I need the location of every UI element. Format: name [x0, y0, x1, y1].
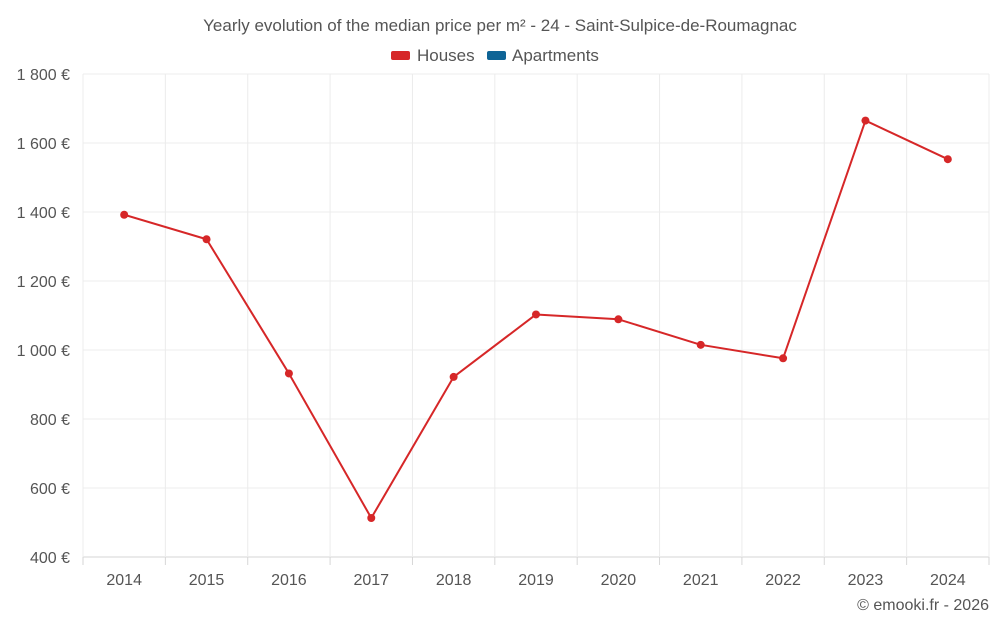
legend-label-apartments: Apartments: [512, 46, 599, 65]
y-axis-ticks: 400 € 600 € 800 € 1 000 € 1 200 € 1 400 € 1 60…: [17, 67, 70, 567]
y-tick-label: 600 €: [30, 481, 70, 498]
y-tick-label: 800 €: [30, 412, 70, 429]
x-tick-label: 2023: [848, 572, 884, 589]
data-point-houses-2024[interactable]: [943, 155, 952, 164]
legend-label-houses: Houses: [417, 46, 475, 65]
y-tick-label: 400 €: [30, 550, 70, 567]
x-tick-label: 2022: [765, 572, 801, 589]
data-point-houses-2017[interactable]: [367, 514, 376, 523]
data-point-houses-2019[interactable]: [532, 310, 540, 319]
y-tick-label: 1 400 €: [17, 205, 70, 222]
x-tick-label: 2017: [353, 572, 389, 589]
x-tick-label: 2018: [436, 572, 472, 589]
y-tick-label: 1 000 €: [17, 343, 70, 360]
data-point-houses-2018[interactable]: [449, 372, 458, 381]
data-point-houses-2021[interactable]: [696, 340, 705, 349]
data-point-houses-2023[interactable]: [861, 116, 870, 125]
y-tick-label: 1 600 €: [17, 136, 70, 153]
x-tick-label: 2024: [930, 572, 966, 589]
x-tick-label: 2014: [106, 572, 142, 589]
chart-title: Yearly evolution of the median price per…: [203, 16, 797, 35]
x-gridlines: [82, 74, 990, 565]
x-tick-label: 2015: [189, 572, 225, 589]
y-gridlines: [83, 73, 989, 558]
legend: Houses Apartments: [391, 46, 599, 65]
credit-text: © emooki.fr - 2026: [857, 597, 989, 614]
legend-swatch-apartments: [487, 51, 506, 60]
x-tick-label: 2020: [601, 572, 637, 589]
x-tick-label: 2019: [518, 572, 554, 589]
data-point-houses-2014[interactable]: [120, 210, 129, 219]
data-point-houses-2020[interactable]: [614, 315, 623, 324]
series-layer: [120, 116, 952, 523]
y-tick-label: 1 200 €: [17, 274, 70, 291]
x-tick-label: 2016: [271, 572, 307, 589]
y-tick-label: 1 800 €: [17, 67, 70, 84]
x-tick-label: 2021: [683, 572, 719, 589]
legend-item-houses[interactable]: Houses: [391, 46, 475, 65]
data-point-houses-2015[interactable]: [202, 235, 211, 244]
x-axis-ticks: 2014 2015 2016 2017 2018 2019 2020 2021 2022 2023…: [106, 572, 965, 589]
data-point-houses-2022[interactable]: [779, 354, 788, 363]
legend-item-apartments[interactable]: Apartments: [487, 46, 599, 65]
legend-swatch-houses: [391, 51, 410, 60]
data-point-houses-2016[interactable]: [284, 369, 293, 378]
